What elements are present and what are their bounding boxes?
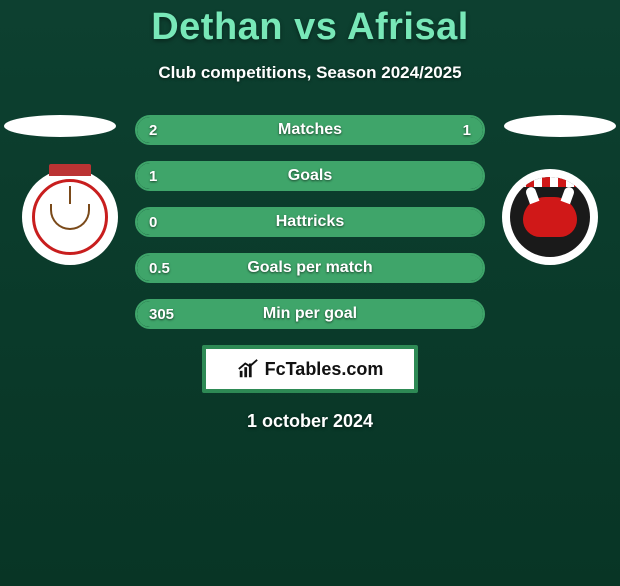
stat-value-right: 1	[463, 117, 471, 143]
team-badge-right	[502, 169, 598, 265]
subtitle: Club competitions, Season 2024/2025	[0, 63, 620, 83]
watermark: FcTables.com	[202, 345, 418, 393]
stat-value-left: 0	[149, 209, 157, 235]
stat-label: Hattricks	[137, 209, 483, 235]
stat-value-left: 1	[149, 163, 157, 189]
ellipse-right	[504, 115, 616, 137]
stat-value-left: 0.5	[149, 255, 170, 281]
ellipse-left	[4, 115, 116, 137]
stat-label: Goals	[137, 163, 483, 189]
stat-row: Min per goal305	[135, 299, 485, 329]
stat-label: Goals per match	[137, 255, 483, 281]
stat-value-left: 305	[149, 301, 174, 327]
stat-row: Matches2 1	[135, 115, 485, 145]
watermark-text: FcTables.com	[265, 359, 384, 380]
stat-row: Goals per match0.5	[135, 253, 485, 283]
psm-logo	[32, 179, 108, 255]
comparison-arena: Matches21Goals1Hattricks0Goals per match…	[0, 115, 620, 432]
stat-row: Hattricks0	[135, 207, 485, 237]
stat-label: Min per goal	[137, 301, 483, 327]
stat-row: Goals1	[135, 161, 485, 191]
stat-value-left: 2	[149, 117, 157, 143]
team-badge-left	[22, 169, 118, 265]
page-title: Dethan vs Afrisal	[0, 6, 620, 49]
stat-label: Matches	[137, 117, 483, 143]
chart-icon	[237, 358, 259, 380]
date-text: 1 october 2024	[0, 411, 620, 432]
stats-list: Matches21Goals1Hattricks0Goals per match…	[135, 115, 485, 329]
madura-logo	[510, 177, 590, 257]
